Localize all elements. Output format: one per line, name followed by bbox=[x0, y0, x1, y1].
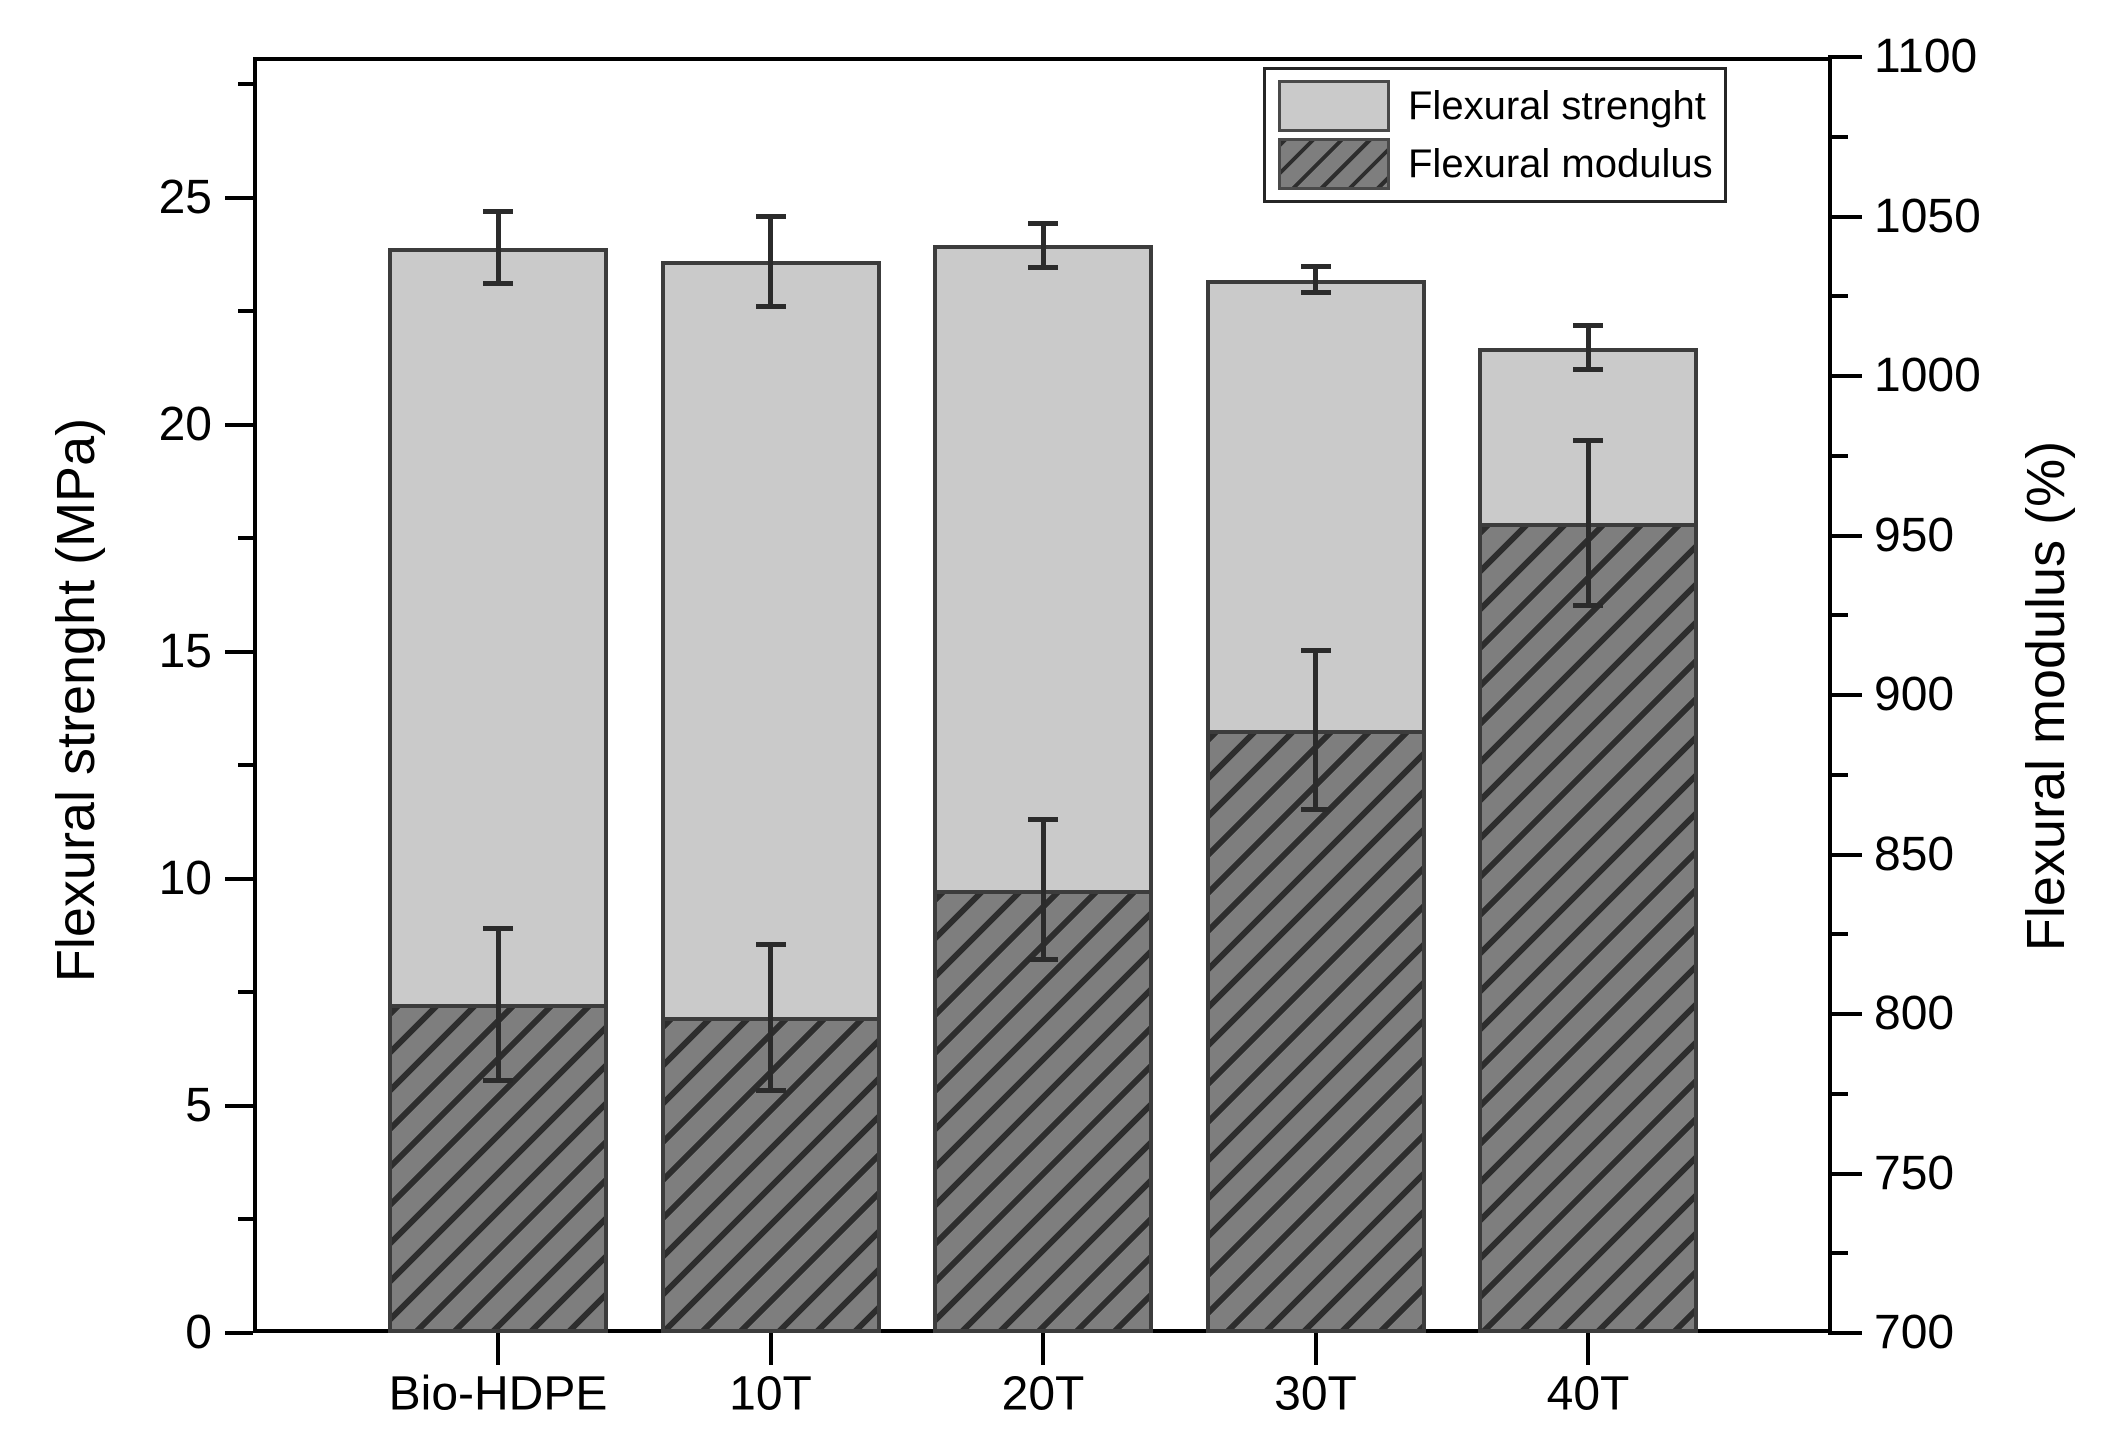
flexural-strenght-error-bar-bio-hdpe-bottom-cap bbox=[483, 281, 513, 287]
left-axis-tick-label: 25 bbox=[158, 170, 212, 224]
right-axis-minor-tick bbox=[1828, 294, 1848, 299]
right-axis-minor-tick bbox=[1828, 453, 1848, 458]
flexural-modulus-error-bar-30t bbox=[1313, 650, 1318, 810]
right-axis-minor-tick bbox=[1828, 772, 1848, 777]
right-axis-tick-label: 700 bbox=[1874, 1306, 1955, 1359]
legend-label-strength: Flexural strenght bbox=[1408, 83, 1706, 128]
left-axis-major-tick bbox=[225, 649, 253, 654]
flexural-modulus-error-bar-40t-bottom-cap bbox=[1573, 602, 1603, 608]
right-axis-major-tick bbox=[1828, 374, 1862, 378]
x-axis-tick bbox=[1313, 1333, 1318, 1365]
bar-flexural-modulus-30t bbox=[1205, 730, 1426, 1333]
left-axis-minor-tick bbox=[238, 1217, 253, 1222]
left-axis-tick-label: 0 bbox=[185, 1306, 212, 1359]
right-axis-minor-tick bbox=[1828, 932, 1848, 937]
flexural-strenght-error-bar-30t-top-cap bbox=[1300, 263, 1331, 269]
right-axis-tick-label: 800 bbox=[1874, 987, 1955, 1040]
flexural-strenght-error-bar-40t-bottom-cap bbox=[1573, 367, 1603, 373]
right-axis-tick-label: 850 bbox=[1874, 827, 1955, 881]
left-axis-tick-label: 5 bbox=[185, 1078, 212, 1132]
flexural-strenght-error-bar-bio-hdpe bbox=[495, 211, 501, 285]
flexural-strenght-error-bar-20t-bottom-cap bbox=[1028, 265, 1058, 271]
x-axis-tick bbox=[1041, 1333, 1045, 1365]
x-axis-label-20t: 20T bbox=[1001, 1367, 1085, 1421]
flexural-modulus-error-bar-40t-top-cap bbox=[1573, 437, 1603, 443]
right-axis-minor-tick bbox=[1828, 1251, 1848, 1256]
left-axis-minor-tick bbox=[238, 536, 253, 541]
right-axis-minor-tick bbox=[1828, 1091, 1848, 1096]
x-axis-tick bbox=[1586, 1333, 1590, 1365]
flexural-modulus-error-bar-10t-top-cap bbox=[755, 941, 786, 947]
left-axis-major-tick bbox=[225, 422, 253, 427]
flexural-strenght-error-bar-40t-top-cap bbox=[1573, 322, 1603, 328]
left-axis-minor-tick bbox=[238, 763, 253, 768]
flexural-strenght-error-bar-10t-top-cap bbox=[755, 213, 786, 219]
right-axis-tick-label: 950 bbox=[1874, 508, 1955, 562]
flexural-strenght-error-bar-10t bbox=[768, 215, 773, 307]
flexural-modulus-error-bar-bio-hdpe-bottom-cap bbox=[483, 1077, 513, 1083]
x-axis-label-10t: 10T bbox=[729, 1367, 812, 1421]
right-axis-major-tick bbox=[1828, 693, 1862, 697]
x-axis-label-40t: 40T bbox=[1546, 1367, 1630, 1421]
right-axis-minor-tick bbox=[1828, 134, 1848, 139]
right-axis-major-tick bbox=[1828, 1012, 1862, 1016]
legend-row-strength: Flexural strenght bbox=[1278, 80, 1712, 132]
right-axis-major-tick bbox=[1828, 214, 1862, 219]
legend: Flexural strenght Flexural modulus bbox=[1263, 67, 1727, 203]
left-axis-minor-tick bbox=[238, 990, 253, 995]
legend-label-modulus: Flexural modulus bbox=[1408, 141, 1713, 186]
flexural-modulus-error-bar-40t bbox=[1585, 439, 1591, 606]
left-axis-major-tick bbox=[225, 876, 253, 881]
flexural-modulus-error-bar-30t-top-cap bbox=[1300, 648, 1331, 654]
flexural-modulus-error-bar-30t-bottom-cap bbox=[1300, 806, 1331, 812]
flexural-modulus-error-bar-20t-top-cap bbox=[1028, 817, 1058, 823]
right-axis-tick-label: 900 bbox=[1874, 668, 1955, 721]
flexural-modulus-error-bar-20t-bottom-cap bbox=[1028, 956, 1058, 962]
right-axis-major-tick bbox=[1828, 1171, 1862, 1176]
flexural-strenght-error-bar-40t bbox=[1585, 324, 1591, 371]
left-axis-major-tick bbox=[225, 195, 253, 200]
flexural-modulus-error-bar-10t bbox=[768, 943, 773, 1091]
legend-swatch-strength-icon bbox=[1278, 80, 1390, 132]
left-axis-minor-tick bbox=[238, 82, 253, 87]
flexural-modulus-error-bar-bio-hdpe bbox=[495, 927, 501, 1081]
flexural-modulus-error-bar-20t bbox=[1040, 819, 1046, 960]
left-axis-major-tick bbox=[225, 1331, 253, 1335]
right-axis-tick-label: 1100 bbox=[1874, 30, 1978, 83]
right-axis-major-tick bbox=[1828, 852, 1862, 857]
bar-flexural-modulus-40t bbox=[1478, 522, 1698, 1333]
right-axis-major-tick bbox=[1828, 533, 1862, 538]
x-axis-label-30t: 30T bbox=[1274, 1367, 1357, 1421]
left-axis-major-tick bbox=[225, 1103, 253, 1108]
x-axis-tick bbox=[768, 1333, 773, 1365]
right-axis-major-tick bbox=[1828, 1331, 1862, 1335]
flexural-strenght-error-bar-30t bbox=[1313, 265, 1318, 294]
x-axis-label-bio-hdpe: Bio-HDPE bbox=[388, 1367, 608, 1421]
right-axis-minor-tick bbox=[1828, 613, 1848, 618]
flexural-strenght-error-bar-10t-bottom-cap bbox=[755, 303, 786, 309]
flexural-strenght-error-bar-bio-hdpe-top-cap bbox=[483, 209, 513, 215]
flexural-modulus-error-bar-bio-hdpe-top-cap bbox=[483, 925, 513, 931]
left-axis-tick-label: 10 bbox=[158, 851, 212, 905]
x-axis-tick bbox=[496, 1333, 500, 1365]
legend-row-modulus: Flexural modulus bbox=[1278, 138, 1713, 190]
left-axis-minor-tick bbox=[238, 309, 253, 314]
left-axis-tick-label: 15 bbox=[158, 624, 212, 678]
flexural-strenght-error-bar-20t-top-cap bbox=[1028, 220, 1058, 226]
flexural-strenght-error-bar-30t-bottom-cap bbox=[1300, 290, 1331, 296]
right-axis-major-tick bbox=[1828, 55, 1862, 59]
right-axis-tick-label: 750 bbox=[1874, 1146, 1955, 1200]
right-axis-tick-label: 1050 bbox=[1874, 189, 1981, 243]
flexural-strenght-error-bar-20t bbox=[1040, 222, 1046, 269]
legend-swatch-modulus-icon bbox=[1278, 138, 1390, 190]
flexural-modulus-error-bar-10t-bottom-cap bbox=[755, 1087, 786, 1093]
left-axis-tick-label: 20 bbox=[158, 397, 212, 451]
right-axis-tick-label: 1000 bbox=[1874, 349, 1981, 402]
